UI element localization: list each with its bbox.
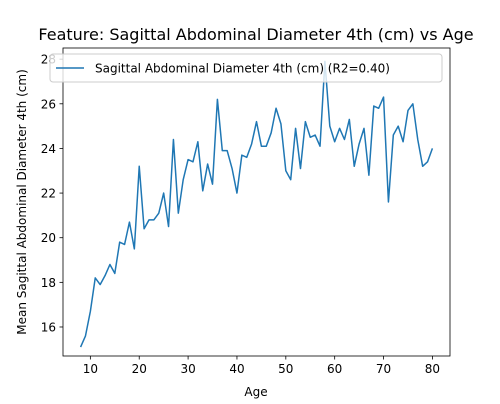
y-tick-label: 16 <box>41 320 56 334</box>
series-line-0 <box>81 61 433 347</box>
y-tick-label: 26 <box>41 97 56 111</box>
x-tick-label: 40 <box>229 362 244 376</box>
x-tick-label: 10 <box>83 362 98 376</box>
legend-series-label: Sagittal Abdominal Diameter 4th (cm) (R2… <box>95 62 390 76</box>
chart-title: Feature: Sagittal Abdominal Diameter 4th… <box>38 25 473 44</box>
x-axis-label: Age <box>244 385 267 399</box>
y-tick-label: 24 <box>41 142 56 156</box>
x-tick-label: 60 <box>327 362 342 376</box>
y-tick-label: 22 <box>41 187 56 201</box>
x-tick-label: 20 <box>132 362 147 376</box>
plot-frame <box>63 48 450 356</box>
x-tick-label: 50 <box>278 362 293 376</box>
legend: Sagittal Abdominal Diameter 4th (cm) (R2… <box>50 54 442 82</box>
y-tick-label: 18 <box>41 276 56 290</box>
y-tick-label: 20 <box>41 231 56 245</box>
x-tick-label: 30 <box>180 362 195 376</box>
x-tick-label: 80 <box>425 362 440 376</box>
y-axis-label: Mean Sagittal Abdominal Diameter 4th (cm… <box>15 69 29 335</box>
x-tick-label: 70 <box>376 362 391 376</box>
